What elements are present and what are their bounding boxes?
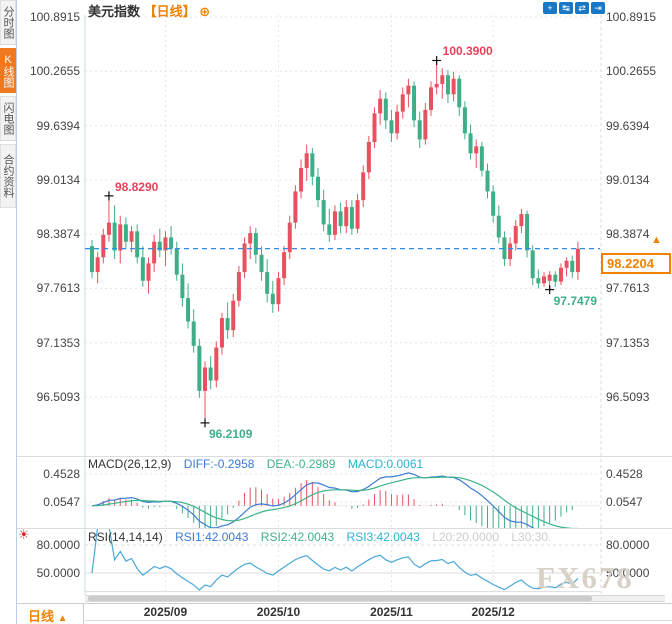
alert-blink-icon: ☀ bbox=[18, 527, 30, 542]
x-axis-label-2: 2025/11 bbox=[370, 605, 413, 619]
zoom-scale-tool-icon[interactable]: ⇄ bbox=[575, 2, 589, 14]
rsi-axis-label-right: 80.0000 bbox=[606, 538, 650, 552]
x-axis-label-3: 2025/12 bbox=[471, 605, 515, 619]
price-axis-label-left: 98.3874 bbox=[36, 227, 80, 242]
period-tag: 【日线】 bbox=[143, 4, 196, 19]
rsi-params-label: RSI(14,14,14) bbox=[88, 530, 163, 544]
price-axis-label-right: 98.3874 bbox=[606, 227, 650, 242]
rsi2-value: RSI2:42.0043 bbox=[260, 530, 335, 544]
price-axis-label-right: 100.2655 bbox=[606, 64, 657, 79]
sidebar: 分时图 K线图 闪电图 合约资料 bbox=[0, 0, 17, 624]
price-axis-label-left: 97.1353 bbox=[36, 335, 80, 350]
price-up-arrow: ▲ bbox=[651, 233, 662, 246]
macd-axis-label-right: 0.0547 bbox=[606, 495, 643, 509]
price-axis-label-left: 97.7613 bbox=[36, 281, 80, 296]
price-axis-label-left: 96.5093 bbox=[36, 390, 80, 405]
price-axis-label-right: 97.1353 bbox=[606, 335, 650, 350]
marker-label-3: 97.7479 bbox=[553, 293, 598, 308]
marker-label-0: 98.8290 bbox=[114, 179, 159, 194]
sidebar-tab-time-chart[interactable]: 分时图 bbox=[0, 0, 16, 45]
price-axis-label-right: 96.5093 bbox=[606, 390, 650, 405]
chart-header: 美元指数 【日线】 ⊕ bbox=[88, 1, 210, 20]
price-axis-label-right: 100.8915 bbox=[606, 10, 657, 24]
rsi-legend: RSI(14,14,14) RSI1:42.0043 RSI2:42.0043 … bbox=[88, 530, 560, 544]
macd-axis-label-left: 0.4528 bbox=[43, 467, 80, 481]
rsi-l20-value: L20:20.0000 bbox=[432, 530, 499, 544]
sidebar-tab-flash-chart[interactable]: 闪电图 bbox=[0, 96, 16, 141]
macd-axis-label-left: 0.0547 bbox=[43, 495, 80, 509]
marker-label-2: 100.3900 bbox=[442, 44, 493, 59]
instrument-title: 美元指数 bbox=[88, 4, 141, 19]
price-axis-label-right: 99.0134 bbox=[606, 172, 650, 187]
rsi-l30-value: L30:30. bbox=[511, 530, 552, 544]
rsi-axis-label-left: 50.0000 bbox=[36, 566, 80, 580]
rsi-axis-label-right: 50.0000 bbox=[606, 566, 650, 580]
price-axis-label-right: 99.6394 bbox=[606, 118, 650, 133]
marker-label-1: 96.2109 bbox=[209, 426, 253, 441]
price-axis-label-left: 100.2655 bbox=[29, 64, 80, 79]
fx678-watermark: FX678 bbox=[536, 560, 634, 595]
price-axis-label-left: 100.8915 bbox=[29, 10, 80, 24]
period-selector[interactable]: 日线 ▲ bbox=[28, 606, 68, 624]
crosshair-tool-icon[interactable]: + bbox=[543, 2, 557, 14]
macd-legend: MACD(26,12,9) DIFF:-0.2958 DEA:-0.2989 M… bbox=[88, 457, 432, 471]
pan-right-tool-icon[interactable]: ⇥ bbox=[591, 2, 605, 14]
price-axis-label-left: 99.0134 bbox=[36, 172, 80, 187]
macd-axis-label-right: 0.4528 bbox=[606, 467, 643, 481]
current-price-box: 98.2204 bbox=[601, 252, 671, 274]
macd-macd-value: MACD:0.0061 bbox=[347, 457, 424, 471]
sidebar-tab-kline-chart[interactable]: K线图 bbox=[0, 48, 16, 93]
macd-params-label: MACD(26,12,9) bbox=[88, 457, 172, 471]
period-selector-label: 日线 bbox=[28, 609, 55, 624]
price-axis-label-right: 97.7613 bbox=[606, 281, 650, 296]
macd-diff-value: DIFF:-0.2958 bbox=[183, 457, 255, 471]
x-axis-label-0: 2025/09 bbox=[143, 605, 188, 619]
rsi-axis-label-left: 80.0000 bbox=[36, 538, 80, 552]
zoom-range-tool-icon[interactable]: ↹ bbox=[559, 2, 573, 14]
rsi3-value: RSI3:42.0043 bbox=[346, 530, 420, 544]
chart-scrollbar-thumb[interactable] bbox=[88, 596, 592, 601]
macd-dea-value: DEA:-0.2989 bbox=[266, 457, 336, 471]
x-axis-label-1: 2025/10 bbox=[256, 605, 301, 619]
sidebar-tab-contract-info[interactable]: 合约资料 bbox=[0, 144, 16, 208]
rsi1-value: RSI1:42.0043 bbox=[175, 530, 249, 544]
period-selector-arrow-icon: ▲ bbox=[57, 613, 68, 624]
footer-divider bbox=[83, 604, 84, 624]
price-axis-label-left: 99.6394 bbox=[36, 118, 80, 133]
add-indicator-icon[interactable]: ⊕ bbox=[199, 4, 211, 19]
